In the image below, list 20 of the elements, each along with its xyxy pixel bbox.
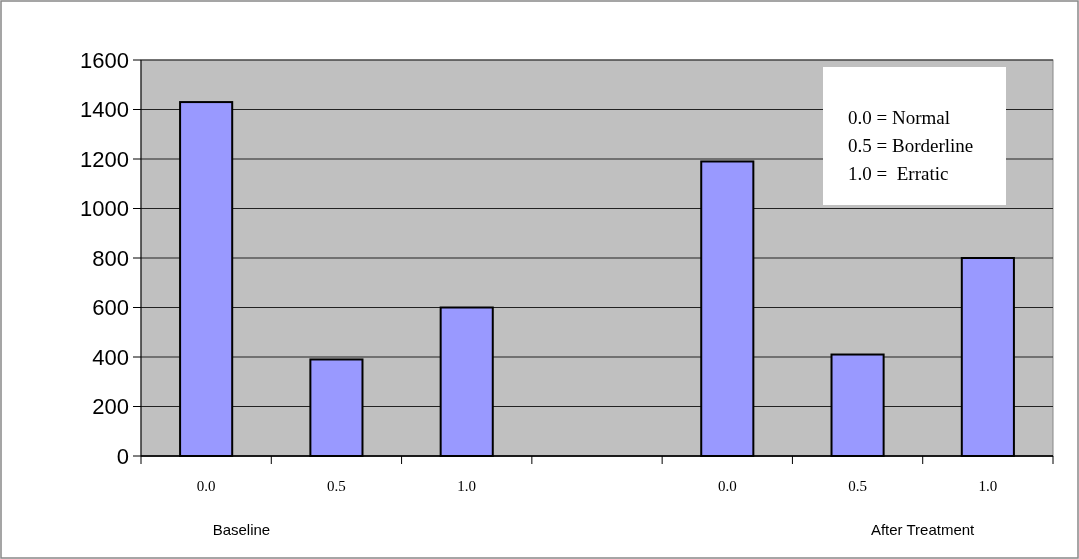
annotation: 0.0 = Normal [848,107,951,128]
y-tick-label: 1200 [80,146,129,172]
annotation: 0.5 = Borderline [848,135,974,156]
x-tick-label: 1.0 [457,478,477,494]
x-tick-label: 0.5 [327,478,346,494]
y-tick-label: 200 [92,394,129,420]
y-tick-label: 600 [92,295,129,321]
annotation: 1.0 = Erratic [848,163,949,184]
text: Baseline [212,521,271,538]
x-tick-label: 1.0 [978,478,998,494]
y-tick-label: 1400 [80,97,129,123]
y-tick-label: 1000 [80,196,129,222]
x-tick-label: 0.5 [848,478,867,494]
y-tick-label: 0 [116,443,129,469]
x-tick-label: 0.0 [717,478,737,494]
text: After Treatment [870,521,976,538]
y-tick-label: 800 [92,245,129,271]
y-tick-label: 400 [92,344,129,370]
x-tick-label: 0.0 [196,478,216,494]
y-tick-label: 1600 [80,47,129,73]
